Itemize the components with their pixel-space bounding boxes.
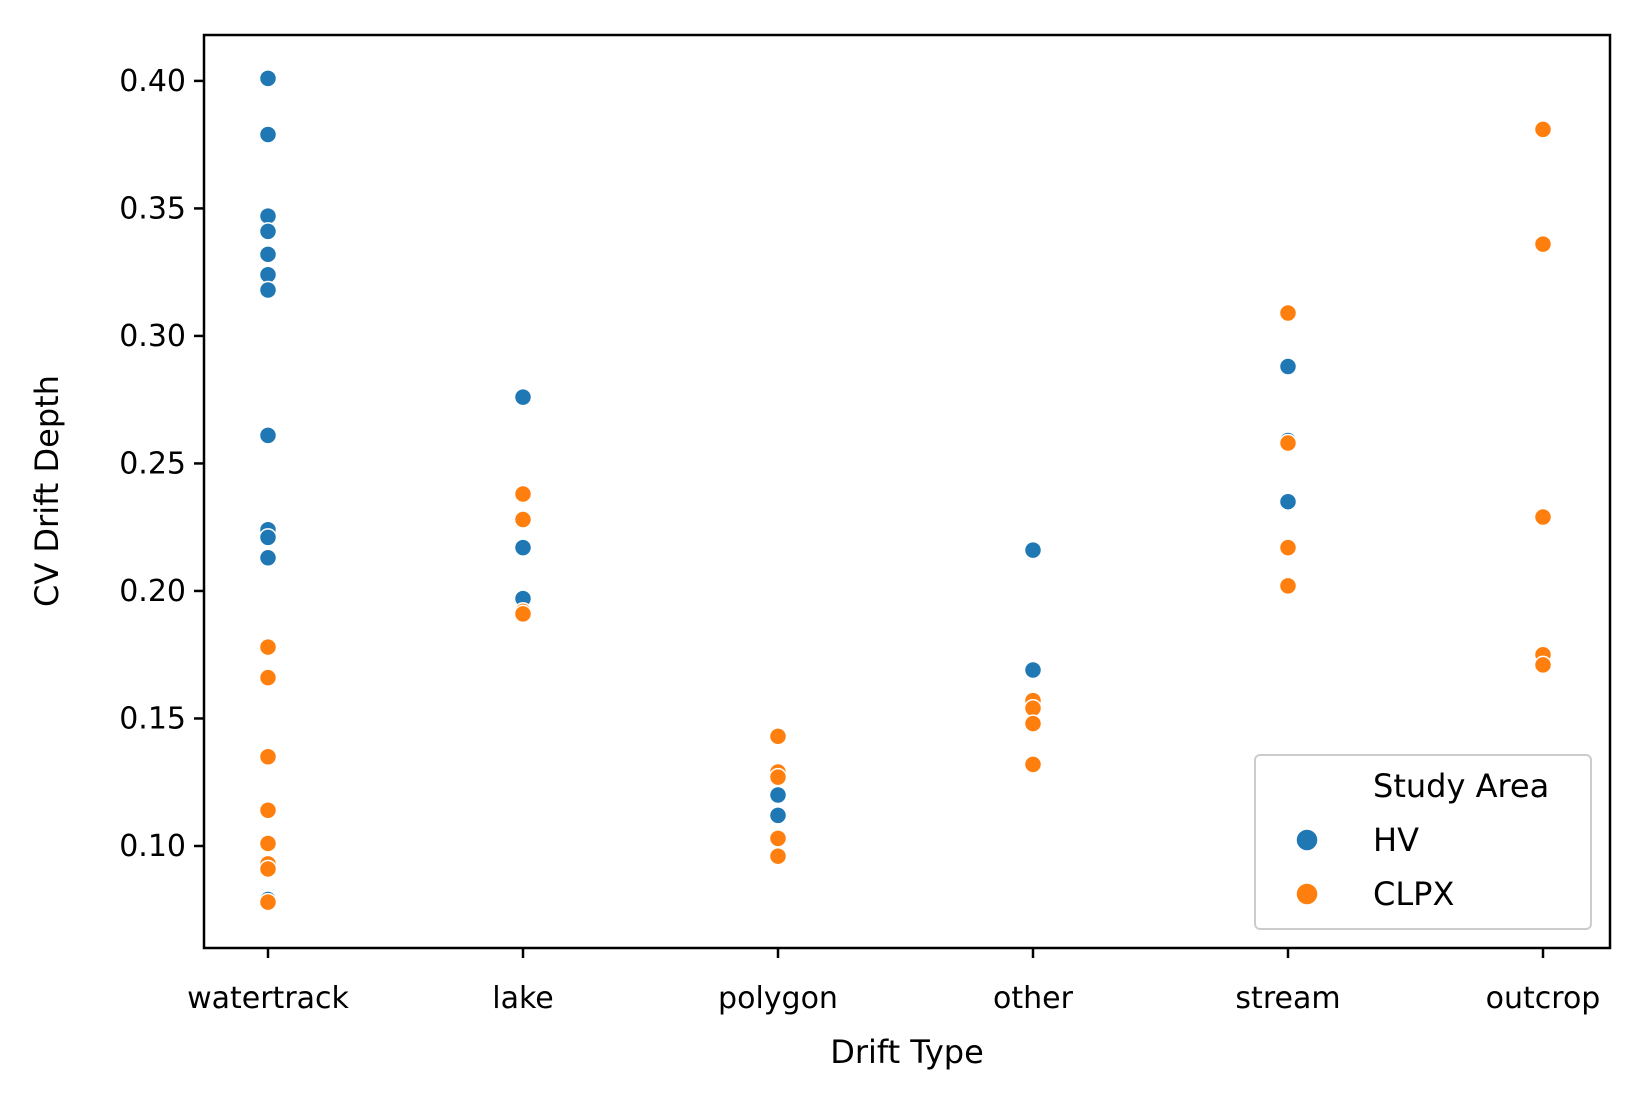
data-point-clpx: [1023, 755, 1043, 774]
x-tick-label: outcrop: [1486, 981, 1601, 1016]
data-point-hv: [258, 426, 278, 445]
legend-label-clpx: CLPX: [1373, 875, 1454, 913]
data-point-hv: [258, 125, 278, 144]
data-point-hv: [1023, 540, 1043, 560]
data-point-clpx: [768, 829, 788, 848]
legend-label-hv: HV: [1373, 821, 1419, 859]
y-axis: 0.10 0.15 0.20 0.25 0.30 0.35 0.40: [119, 64, 204, 864]
data-point-hv: [768, 806, 788, 825]
y-tick-label: 0.20: [119, 574, 186, 609]
y-tick-label: 0.30: [119, 319, 186, 354]
data-point-clpx: [258, 859, 278, 879]
y-tick-label: 0.25: [119, 446, 186, 481]
data-point-hv: [258, 245, 278, 264]
legend-title: Study Area: [1373, 767, 1549, 805]
data-point-clpx: [768, 846, 788, 866]
data-point-hv: [1278, 492, 1298, 511]
data-point-hv: [258, 206, 278, 226]
x-tick-label: lake: [492, 981, 553, 1016]
data-point-clpx: [513, 604, 533, 624]
x-tick-label: watertrack: [187, 981, 349, 1016]
legend: Study Area HV CLPX: [1254, 754, 1592, 930]
data-point-hv: [513, 538, 533, 557]
data-point-hv: [258, 548, 278, 568]
data-point-clpx: [258, 747, 278, 766]
legend-box: [1254, 754, 1592, 930]
y-tick-label: 0.40: [119, 64, 186, 99]
data-point-clpx: [1278, 303, 1298, 323]
data-point-clpx: [1023, 714, 1043, 733]
data-point-hv: [258, 69, 278, 88]
data-point-clpx: [1023, 699, 1043, 718]
data-point-clpx: [258, 801, 278, 820]
x-axis: watertrack lake polygon other stream outcrop: [187, 948, 1600, 1016]
data-point-clpx: [1278, 538, 1298, 557]
data-point-clpx: [1533, 655, 1553, 675]
data-point-clpx: [1278, 576, 1298, 596]
plot-frame: [202, 33, 1612, 950]
data-point-clpx: [258, 668, 278, 687]
data-point-clpx: [258, 637, 278, 657]
legend-marker-hv: [1295, 828, 1319, 852]
y-tick-label: 0.15: [119, 701, 186, 736]
data-point-hv: [513, 387, 533, 407]
data-point-hv: [258, 280, 278, 300]
y-tick-label: 0.35: [119, 191, 186, 226]
data-point-clpx: [768, 767, 788, 787]
x-tick-label: other: [993, 981, 1074, 1016]
data-point-clpx: [513, 510, 533, 529]
data-point-clpx: [258, 834, 278, 853]
data-point-hv: [258, 265, 278, 284]
y-axis-title: CV Drift Depth: [28, 375, 66, 607]
data-point-clpx: [1533, 234, 1553, 254]
data-point-hv: [1278, 357, 1298, 376]
data-point-hv: [258, 222, 278, 241]
data-point-hv: [258, 528, 278, 547]
y-tick-label: 0.10: [119, 829, 186, 864]
data-point-clpx: [1533, 507, 1553, 527]
data-point-clpx: [1533, 120, 1553, 139]
x-tick-label: polygon: [718, 981, 838, 1016]
data-points: [258, 69, 1553, 912]
x-axis-title: Drift Type: [830, 1033, 984, 1071]
legend-marker-clpx: [1295, 882, 1319, 906]
data-point-clpx: [258, 892, 278, 912]
data-point-clpx: [513, 484, 533, 504]
data-point-clpx: [768, 727, 788, 746]
data-point-hv: [1023, 660, 1043, 680]
data-point-hv: [768, 785, 788, 805]
data-point-clpx: [1278, 433, 1298, 453]
x-tick-label: stream: [1235, 981, 1340, 1016]
